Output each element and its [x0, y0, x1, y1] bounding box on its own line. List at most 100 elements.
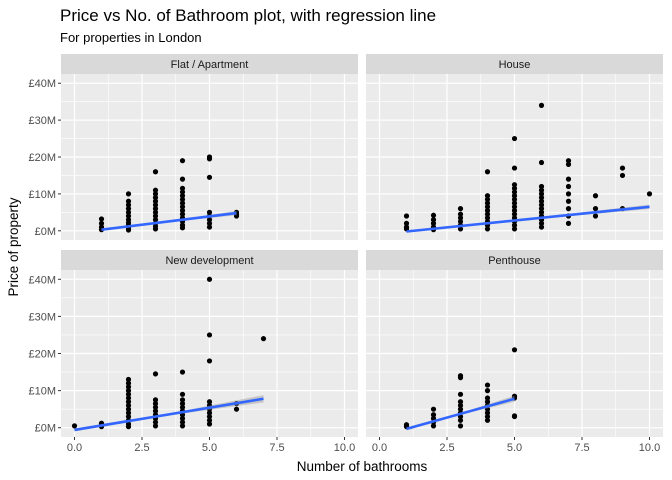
data-point: [457, 211, 464, 217]
data-point: [206, 421, 213, 427]
data-point: [538, 209, 545, 215]
data-point: [511, 185, 518, 191]
data-point: [206, 174, 213, 180]
x-tick-label: 0.0: [67, 442, 82, 454]
data-point: [484, 417, 491, 423]
facets-group: Flat / Apartment £0M £10M £20M £30M £40M House…: [28, 54, 663, 454]
data-point: [152, 371, 159, 377]
data-point: [233, 406, 240, 412]
data-point: [152, 213, 159, 219]
data-point: [484, 169, 491, 175]
data-point: [511, 204, 518, 210]
data-point: [179, 391, 186, 397]
data-point: [152, 198, 159, 204]
data-point: [179, 193, 186, 199]
data-point: [125, 209, 132, 215]
data-point: [538, 194, 545, 201]
data-point: [206, 358, 213, 364]
data-point: [538, 220, 545, 226]
data-point: [457, 406, 464, 412]
regression-line: [406, 205, 650, 233]
data-point: [125, 388, 132, 394]
x-tick-label: 7.5: [574, 442, 589, 454]
data-point: [179, 211, 186, 217]
facet-strip: [366, 54, 663, 74]
data-point: [125, 202, 132, 208]
data-point: [457, 218, 464, 225]
data-point: [179, 176, 186, 182]
data-point: [125, 413, 132, 420]
data-point: [538, 187, 545, 193]
x-tick-label: 0.0: [372, 442, 387, 454]
data-point: [511, 393, 518, 399]
data-point: [152, 401, 159, 407]
y-tick-label: £0M: [35, 226, 56, 238]
x-tick-label: 10.0: [639, 442, 660, 454]
data-point: [565, 206, 572, 212]
y-tick-label: £30M: [28, 311, 56, 323]
data-point: [206, 224, 213, 230]
facet-strip-label: House: [499, 59, 531, 71]
data-point: [484, 410, 491, 416]
data-point: [98, 220, 105, 226]
data-point: [538, 206, 545, 212]
data-point: [511, 165, 518, 171]
data-point: [538, 224, 545, 230]
data-point: [511, 222, 518, 228]
y-tick-label: £20M: [28, 152, 56, 164]
data-point: [457, 402, 464, 409]
data-point: [619, 172, 626, 179]
data-point: [457, 215, 464, 221]
data-point: [152, 202, 159, 208]
data-point: [125, 191, 132, 197]
data-point: [484, 382, 491, 388]
data-point: [403, 224, 410, 230]
data-point: [206, 209, 213, 215]
data-point: [565, 198, 572, 204]
x-tick-label: 5.0: [202, 442, 217, 454]
data-point: [152, 423, 159, 429]
facet-panel: Flat / Apartment £0M £10M £20M £30M £40M: [28, 54, 358, 240]
data-point: [565, 220, 572, 226]
data-point: [565, 176, 572, 182]
data-point: [511, 226, 518, 232]
data-point: [511, 182, 518, 188]
data-point: [484, 399, 491, 405]
data-point: [125, 410, 132, 416]
data-point: [152, 404, 159, 410]
data-point: [403, 422, 410, 428]
data-point: [457, 206, 464, 212]
facet-strip: [61, 250, 358, 270]
data-point: [484, 196, 491, 203]
data-point: [565, 158, 572, 164]
data-point: [457, 226, 464, 232]
y-tick-label: £20M: [28, 349, 56, 361]
data-point: [206, 399, 213, 405]
data-point: [152, 209, 159, 215]
y-tick-label: £10M: [28, 189, 56, 201]
data-point: [152, 187, 159, 193]
data-point: [646, 191, 653, 197]
x-tick-label: 2.5: [134, 442, 149, 454]
data-point: [484, 215, 491, 221]
data-point: [125, 395, 132, 401]
facet-panel: House: [366, 54, 663, 240]
x-tick-label: 2.5: [439, 442, 454, 454]
data-point: [125, 391, 132, 397]
data-point: [538, 183, 545, 190]
data-point: [511, 347, 518, 353]
data-point: [179, 207, 186, 214]
data-point: [511, 200, 518, 206]
data-point: [592, 206, 599, 212]
data-point: [179, 415, 186, 422]
y-tick-label: £40M: [28, 78, 56, 90]
x-tick-label: 7.5: [269, 442, 284, 454]
x-axis-title: Number of bathrooms: [297, 459, 428, 474]
facet-panel: New development £0M £10M £20M £30M £40M 0.0 2.5…: [28, 250, 358, 454]
data-point: [484, 211, 491, 217]
y-tick-label: £10M: [28, 386, 56, 398]
data-point: [125, 217, 132, 223]
data-point: [457, 417, 464, 423]
data-point: [206, 413, 213, 420]
